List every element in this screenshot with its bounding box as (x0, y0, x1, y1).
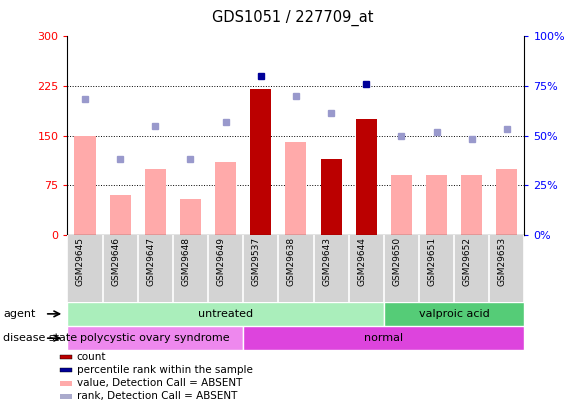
Text: GSM29645: GSM29645 (76, 237, 85, 286)
Text: GSM29647: GSM29647 (146, 237, 155, 286)
Bar (321, 159, 342, 235)
Text: value, Detection Call = ABSENT: value, Detection Call = ABSENT (77, 378, 242, 388)
Bar (74, 136, 96, 235)
Bar (243, 326, 524, 350)
Text: rank, Detection Call = ABSENT: rank, Detection Call = ABSENT (77, 391, 237, 401)
Text: GSM29537: GSM29537 (252, 237, 261, 286)
Text: disease state: disease state (3, 333, 77, 343)
Text: percentile rank within the sample: percentile rank within the sample (77, 365, 253, 375)
Bar (60, 368, 73, 372)
Text: GSM29652: GSM29652 (463, 237, 472, 286)
Text: normal: normal (364, 333, 403, 343)
Text: valproic acid: valproic acid (419, 309, 489, 319)
Bar (391, 175, 412, 235)
Text: GSM29649: GSM29649 (217, 237, 226, 286)
Bar (250, 90, 271, 235)
Text: GSM29646: GSM29646 (111, 237, 120, 286)
Text: agent: agent (3, 309, 35, 319)
Bar (356, 119, 377, 235)
Bar (145, 169, 166, 235)
Bar (60, 355, 73, 359)
Bar (215, 162, 236, 235)
Bar (356, 119, 377, 235)
Bar (496, 169, 517, 235)
Text: GSM29650: GSM29650 (393, 237, 401, 286)
Bar (67, 235, 524, 302)
Text: GDS1051 / 227709_at: GDS1051 / 227709_at (212, 10, 374, 26)
Text: GSM29651: GSM29651 (428, 237, 437, 286)
Bar (67, 326, 243, 350)
Text: GSM29644: GSM29644 (357, 237, 366, 286)
Text: GSM29653: GSM29653 (498, 237, 507, 286)
Bar (426, 175, 447, 235)
Text: GSM29648: GSM29648 (182, 237, 190, 286)
Bar (321, 159, 342, 235)
Text: GSM29638: GSM29638 (287, 237, 296, 286)
Bar (110, 195, 131, 235)
Bar (60, 381, 73, 386)
Text: count: count (77, 352, 106, 362)
Text: GSM29643: GSM29643 (322, 237, 331, 286)
Bar (461, 175, 482, 235)
Bar (180, 198, 201, 235)
Bar (285, 142, 306, 235)
Bar (250, 90, 271, 235)
Text: untreated: untreated (198, 309, 253, 319)
Bar (67, 302, 384, 326)
Bar (60, 394, 73, 399)
Text: polycystic ovary syndrome: polycystic ovary syndrome (80, 333, 230, 343)
Bar (384, 302, 524, 326)
